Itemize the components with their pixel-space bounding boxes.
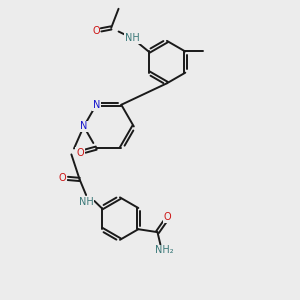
Text: NH₂: NH₂	[154, 245, 173, 255]
Text: O: O	[76, 148, 84, 158]
Text: NH: NH	[125, 33, 140, 43]
Text: N: N	[93, 100, 100, 110]
Text: O: O	[59, 173, 66, 183]
Text: N: N	[80, 122, 87, 131]
Text: O: O	[164, 212, 172, 222]
Text: O: O	[92, 26, 100, 36]
Text: NH: NH	[79, 197, 94, 207]
